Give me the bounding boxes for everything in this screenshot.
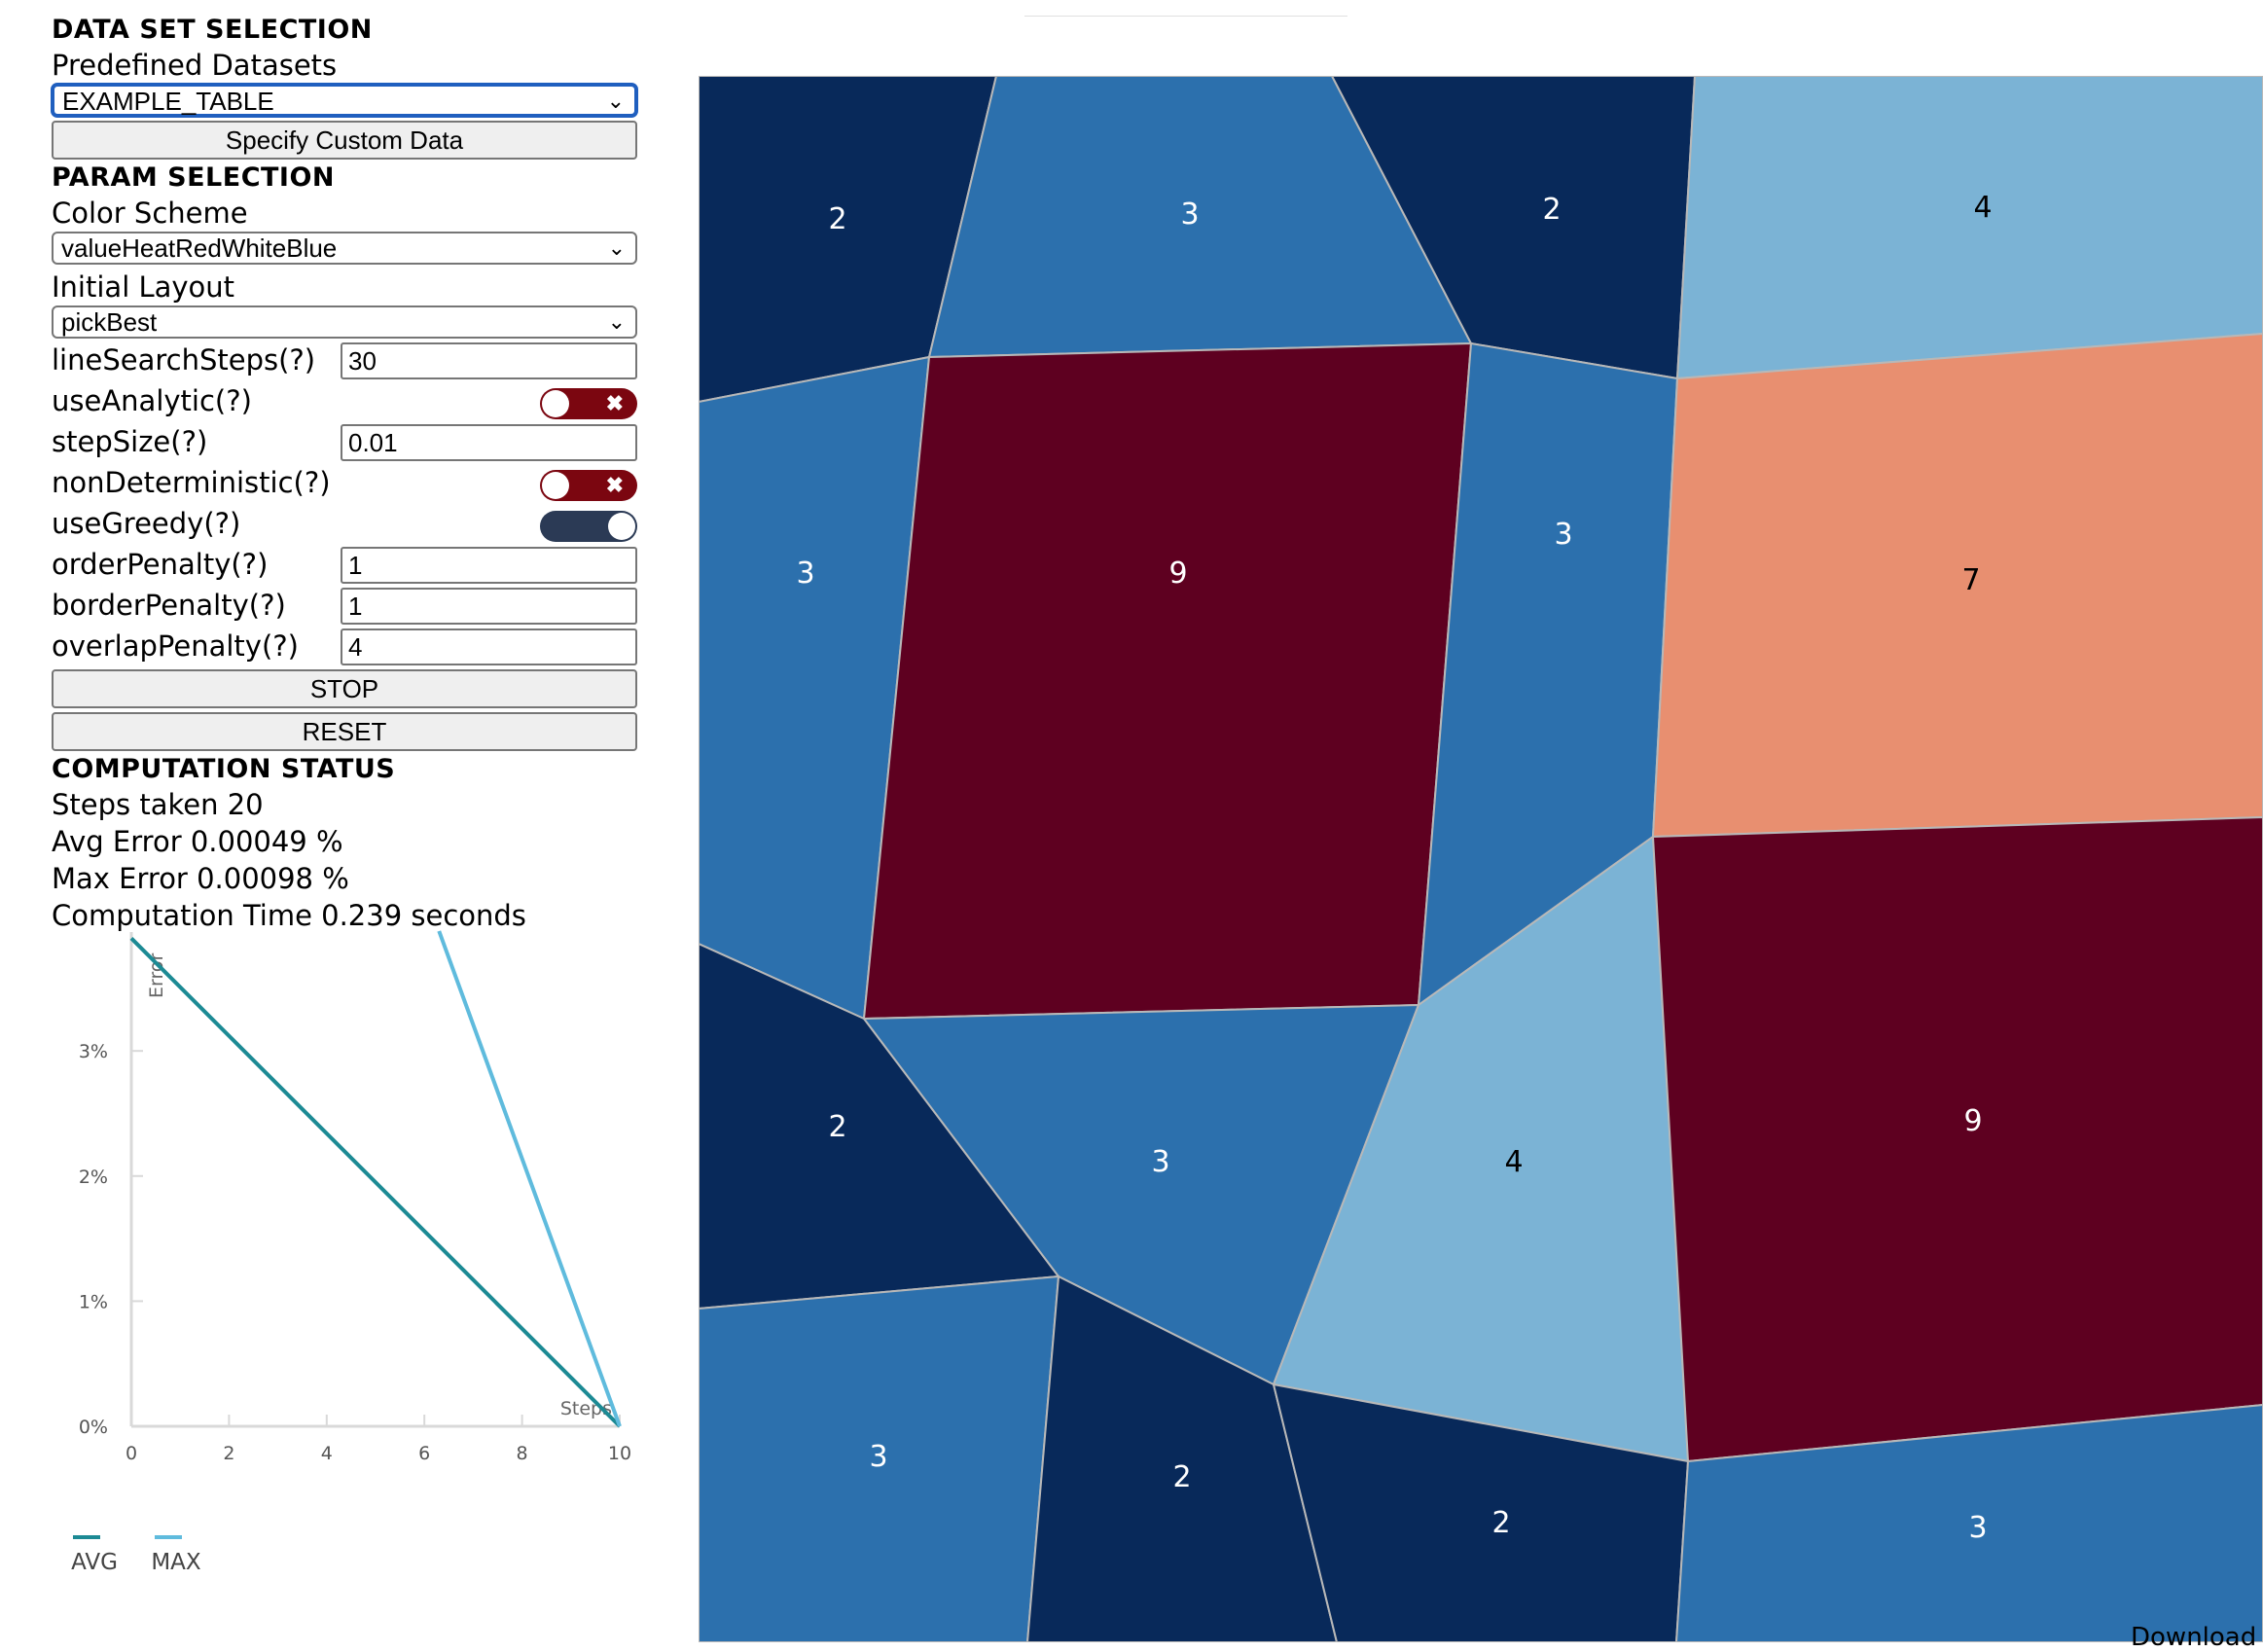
toggle-knob: [542, 472, 569, 499]
border-penalty-label: borderPenalty(?): [52, 589, 286, 622]
computation-time-text: Computation Time 0.239 seconds: [52, 899, 526, 932]
stop-button[interactable]: STOP: [52, 669, 637, 708]
use-analytic-toggle[interactable]: ✖: [540, 388, 637, 419]
status-section-title: COMPUTATION STATUS: [52, 754, 396, 784]
overlap-penalty-input[interactable]: [341, 628, 637, 665]
toggle-knob: [542, 390, 569, 417]
chevron-down-icon: ⌄: [606, 89, 625, 113]
series-line-max: [437, 930, 622, 1427]
initial-layout-value: pickBest: [61, 307, 158, 337]
treemap-cell-label: 2: [1172, 1460, 1191, 1494]
y-tick-label: 1%: [79, 1291, 108, 1312]
treemap-cell-label: 7: [1961, 563, 1980, 597]
max-error-text: Max Error 0.00098 %: [52, 862, 349, 895]
step-size-label: stepSize(?): [52, 425, 208, 458]
overlap-penalty-label: overlapPenalty(?): [52, 629, 299, 663]
predefined-datasets-label: Predefined Datasets: [52, 49, 338, 82]
chevron-down-icon: ⌄: [607, 235, 626, 260]
reset-button[interactable]: RESET: [52, 712, 637, 751]
predefined-datasets-value: EXAMPLE_TABLE: [62, 87, 274, 116]
y-axis-title: Error: [146, 952, 167, 998]
treemap-cell[interactable]: [862, 341, 1473, 1021]
predefined-datasets-select[interactable]: EXAMPLE_TABLE ⌄: [52, 84, 637, 117]
treemap-cell-label: 4: [1973, 191, 1992, 225]
line-search-steps-input[interactable]: [341, 342, 637, 379]
series-line-avg: [129, 937, 622, 1428]
y-tick-label: 3%: [79, 1041, 108, 1062]
treemap-cell[interactable]: [1674, 1403, 2263, 1642]
close-icon: ✖: [605, 391, 624, 415]
order-penalty-row: orderPenalty(?): [52, 545, 640, 584]
voronoi-treemap: 2 3 2 4 3 9 3 7 2 3 4 9 3 2 2 3: [699, 76, 2263, 1642]
treemap-cell-label: 3: [1151, 1145, 1169, 1179]
overlap-penalty-row: overlapPenalty(?): [52, 627, 640, 665]
steps-taken-text: Steps taken 20: [52, 788, 264, 821]
x-tick-label: 6: [418, 1443, 430, 1464]
line-search-steps-label: lineSearchSteps(?): [52, 343, 316, 377]
x-tick-label: 0: [126, 1443, 137, 1464]
use-greedy-label: useGreedy(?): [52, 507, 241, 540]
border-penalty-row: borderPenalty(?): [52, 586, 640, 625]
y-tick-label: 2%: [79, 1167, 108, 1188]
treemap-cell-label: 4: [1504, 1145, 1523, 1179]
step-size-row: stepSize(?): [52, 422, 640, 461]
y-tick-label: 0%: [79, 1417, 108, 1438]
close-icon: ✖: [605, 473, 624, 497]
color-scheme-value: valueHeatRedWhiteBlue: [61, 233, 338, 263]
treemap-cell[interactable]: [1025, 1275, 1339, 1642]
legend-label: AVG: [71, 1550, 118, 1575]
treemap-cell[interactable]: [1272, 1383, 1690, 1642]
dataset-section-title: DATA SET SELECTION: [52, 15, 373, 45]
use-greedy-row: useGreedy(?): [52, 504, 640, 543]
treemap-cell-label: 3: [796, 557, 814, 591]
initial-layout-select[interactable]: pickBest ⌄: [52, 305, 637, 339]
download-link[interactable]: Download: [2131, 1623, 2257, 1652]
treemap-cell-label: 3: [1180, 198, 1199, 232]
treemap-cell-label: 2: [828, 202, 846, 236]
use-analytic-label: useAnalytic(?): [52, 384, 252, 417]
control-panel: DATA SET SELECTION Predefined Datasets E…: [52, 14, 640, 934]
non-deterministic-toggle[interactable]: ✖: [540, 470, 637, 501]
treemap-cell-label: 2: [828, 1110, 846, 1144]
color-scheme-label: Color Scheme: [52, 197, 248, 230]
treemap-cell-label: 3: [1968, 1511, 1987, 1545]
line-search-steps-row: lineSearchSteps(?): [52, 341, 640, 379]
treemap-cell-label: 2: [1491, 1506, 1510, 1540]
order-penalty-input[interactable]: [341, 547, 637, 584]
treemap-cell-label: 9: [1963, 1104, 1982, 1138]
use-greedy-toggle[interactable]: [540, 511, 637, 542]
treemap-cell-label: 9: [1168, 557, 1187, 591]
treemap-cell-label: 3: [1554, 518, 1572, 552]
legend-label: MAX: [151, 1550, 201, 1575]
avg-error-text: Avg Error 0.00049 %: [52, 825, 343, 858]
x-tick-label: 10: [608, 1443, 631, 1464]
chevron-down-icon: ⌄: [607, 309, 626, 334]
initial-layout-label: Initial Layout: [52, 270, 235, 304]
x-tick-label: 4: [321, 1443, 333, 1464]
border-penalty-input[interactable]: [341, 588, 637, 625]
x-tick-label: 8: [517, 1443, 528, 1464]
non-deterministic-label: nonDeterministic(?): [52, 466, 331, 499]
top-divider: [1024, 16, 1347, 17]
x-tick-label: 2: [223, 1443, 234, 1464]
non-deterministic-row: nonDeterministic(?) ✖: [52, 463, 640, 502]
treemap-cell[interactable]: [699, 1275, 1060, 1642]
treemap-cell[interactable]: [1651, 332, 2263, 839]
order-penalty-label: orderPenalty(?): [52, 548, 269, 581]
specify-custom-data-button[interactable]: Specify Custom Data: [52, 121, 637, 160]
treemap-cell[interactable]: [1651, 815, 2263, 1463]
param-section-title: PARAM SELECTION: [52, 162, 336, 193]
toggle-knob: [608, 513, 635, 540]
step-size-input[interactable]: [341, 424, 637, 461]
treemap-cell-label: 3: [869, 1440, 887, 1474]
treemap-cell[interactable]: [1675, 76, 2263, 380]
treemap-cell-label: 2: [1542, 193, 1561, 227]
use-analytic-row: useAnalytic(?) ✖: [52, 381, 640, 420]
color-scheme-select[interactable]: valueHeatRedWhiteBlue ⌄: [52, 232, 637, 265]
